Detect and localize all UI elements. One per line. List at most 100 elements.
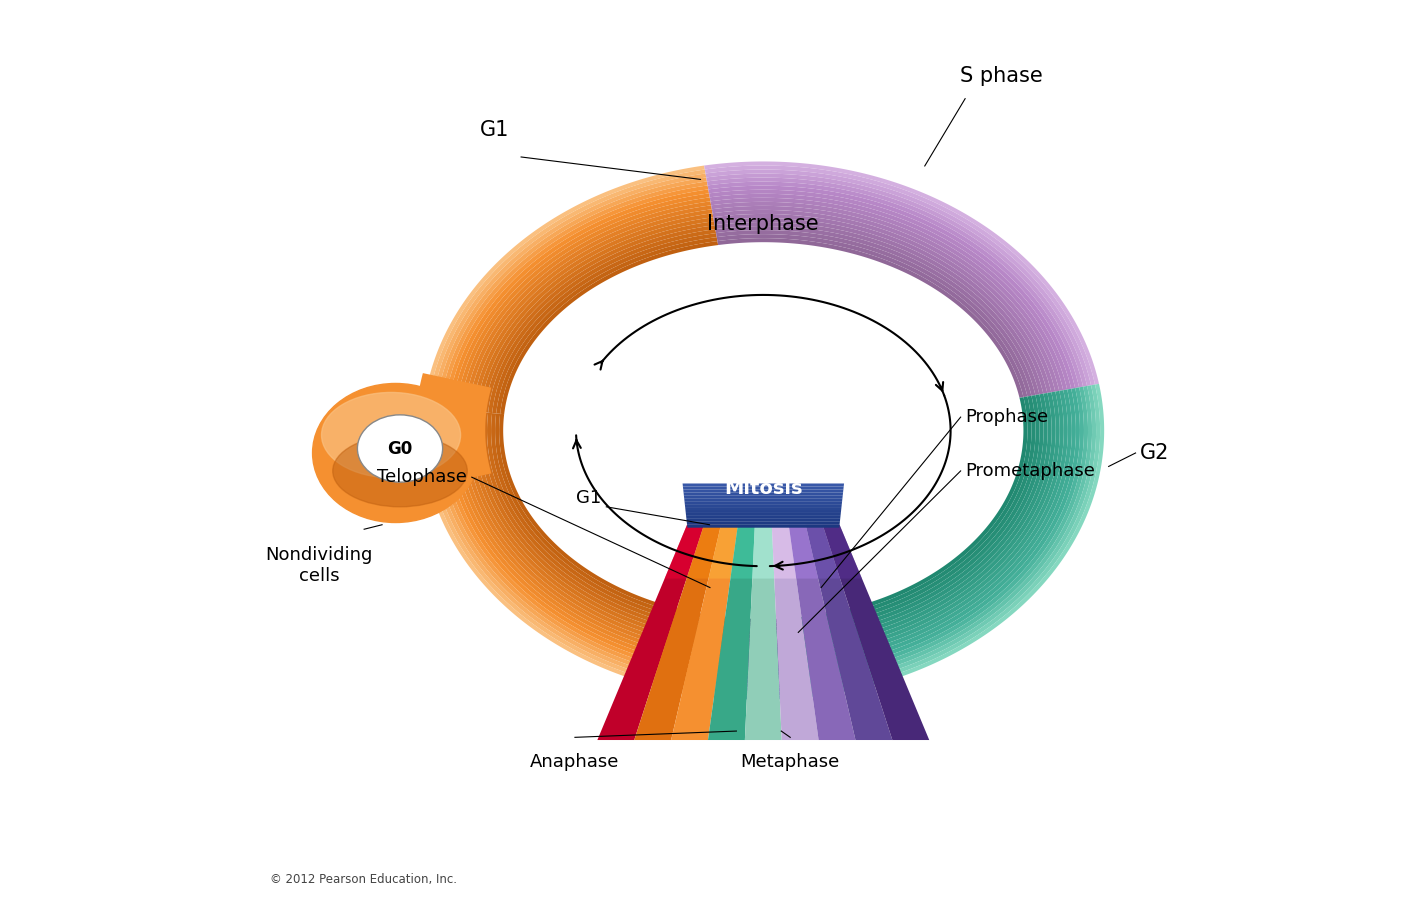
Polygon shape [718, 681, 809, 687]
Polygon shape [801, 395, 1039, 633]
Text: S phase: S phase [960, 66, 1042, 86]
Polygon shape [685, 513, 840, 516]
Polygon shape [788, 525, 856, 740]
Polygon shape [687, 516, 840, 518]
Ellipse shape [321, 393, 461, 477]
Text: © 2012 Pearson Education, Inc.: © 2012 Pearson Education, Inc. [269, 874, 457, 886]
Polygon shape [802, 394, 1048, 641]
Polygon shape [805, 525, 893, 740]
Polygon shape [704, 161, 1098, 385]
Polygon shape [808, 386, 1093, 685]
Polygon shape [444, 186, 708, 409]
Ellipse shape [333, 435, 467, 507]
Polygon shape [801, 396, 1035, 629]
Polygon shape [804, 392, 1056, 649]
Text: G0: G0 [388, 440, 413, 457]
Polygon shape [805, 390, 1067, 661]
Polygon shape [501, 241, 718, 414]
Polygon shape [684, 492, 843, 495]
Polygon shape [805, 389, 1072, 665]
Text: Mitosis: Mitosis [725, 479, 802, 499]
Text: Prometaphase: Prometaphase [964, 462, 1096, 480]
Polygon shape [709, 190, 1072, 389]
Polygon shape [484, 413, 725, 637]
Polygon shape [788, 525, 818, 579]
Polygon shape [723, 637, 802, 643]
Polygon shape [708, 182, 1079, 388]
Polygon shape [807, 388, 1080, 673]
Polygon shape [447, 409, 719, 673]
Polygon shape [471, 412, 723, 649]
Polygon shape [492, 233, 716, 414]
Polygon shape [822, 525, 862, 579]
Text: Metaphase: Metaphase [740, 753, 840, 771]
Polygon shape [685, 504, 842, 507]
Polygon shape [730, 525, 754, 579]
Polygon shape [443, 409, 719, 677]
Polygon shape [799, 396, 1032, 625]
Polygon shape [708, 525, 737, 579]
Text: Interphase: Interphase [708, 214, 819, 234]
Polygon shape [807, 388, 1076, 669]
Polygon shape [416, 373, 491, 488]
Polygon shape [682, 486, 843, 490]
Polygon shape [475, 412, 723, 645]
Polygon shape [430, 408, 718, 689]
Polygon shape [684, 495, 843, 498]
Polygon shape [706, 174, 1087, 387]
Polygon shape [805, 525, 840, 579]
Polygon shape [718, 239, 1024, 398]
Polygon shape [718, 677, 808, 684]
Polygon shape [805, 391, 1063, 658]
Polygon shape [479, 412, 725, 641]
Polygon shape [725, 633, 802, 639]
Ellipse shape [508, 247, 1019, 614]
Polygon shape [477, 217, 713, 412]
Polygon shape [440, 181, 708, 409]
Polygon shape [719, 665, 807, 671]
Polygon shape [451, 194, 709, 410]
Polygon shape [472, 213, 713, 412]
Polygon shape [499, 414, 728, 621]
Polygon shape [682, 483, 845, 486]
Polygon shape [802, 393, 1052, 645]
Polygon shape [451, 410, 721, 669]
Polygon shape [458, 410, 722, 661]
Polygon shape [725, 629, 802, 635]
Polygon shape [712, 210, 1052, 393]
Polygon shape [799, 397, 1028, 621]
Polygon shape [434, 408, 718, 685]
Polygon shape [424, 166, 705, 407]
Polygon shape [634, 525, 721, 740]
Polygon shape [809, 385, 1096, 689]
Polygon shape [802, 395, 1043, 637]
Polygon shape [426, 407, 718, 693]
Ellipse shape [313, 384, 478, 522]
Polygon shape [685, 510, 842, 513]
Polygon shape [822, 525, 929, 740]
Polygon shape [716, 693, 811, 700]
Polygon shape [484, 225, 715, 413]
Polygon shape [491, 414, 726, 629]
Polygon shape [811, 384, 1104, 697]
Polygon shape [809, 385, 1100, 693]
Polygon shape [706, 178, 1083, 388]
Text: Anaphase: Anaphase [530, 753, 619, 771]
Polygon shape [808, 387, 1089, 681]
Polygon shape [726, 621, 801, 627]
Polygon shape [684, 498, 842, 501]
Polygon shape [598, 525, 704, 740]
Polygon shape [715, 222, 1039, 395]
Polygon shape [687, 522, 840, 525]
Polygon shape [687, 525, 839, 527]
Polygon shape [705, 170, 1091, 386]
Polygon shape [753, 525, 774, 579]
Polygon shape [708, 525, 754, 740]
Polygon shape [684, 490, 843, 492]
Polygon shape [771, 525, 797, 579]
Polygon shape [721, 661, 807, 667]
Polygon shape [496, 237, 718, 414]
Polygon shape [722, 649, 805, 655]
Text: G2: G2 [1141, 443, 1169, 463]
Polygon shape [716, 234, 1028, 397]
